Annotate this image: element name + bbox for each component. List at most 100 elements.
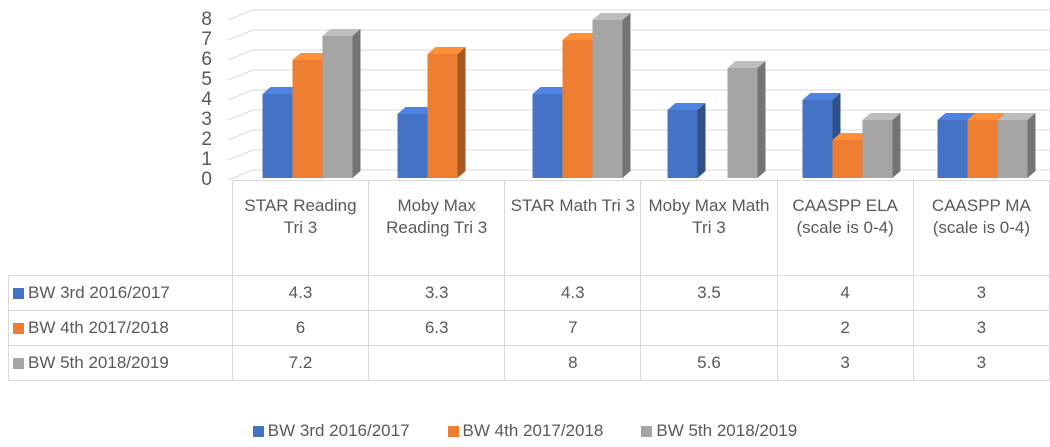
bar-side: [622, 13, 631, 178]
table-value: 3: [912, 310, 1050, 346]
table-value: 6.3: [368, 310, 506, 346]
bar-side: [892, 113, 901, 178]
legend-label: BW 5th 2018/2019: [656, 421, 798, 440]
legend-key: [13, 323, 24, 334]
bar-top: [532, 87, 571, 94]
y-tick-label: 4: [201, 89, 212, 110]
bar: [427, 47, 466, 178]
y-tick-label: 2: [201, 129, 212, 150]
y-tick-label: 6: [201, 49, 212, 70]
series-name: BW 4th 2017/2018: [28, 318, 169, 337]
legend-key: [252, 426, 264, 437]
grid-line: [227, 149, 1050, 161]
bar-front: [997, 120, 1028, 178]
legend: BW 3rd 2016/2017 BW 4th 2017/2018 BW 5th 2…: [0, 421, 1050, 441]
bar-top: [562, 33, 601, 40]
bar-top: [667, 103, 706, 110]
category-label: STAR Math Tri 3: [504, 180, 642, 276]
bar-front: [322, 36, 353, 178]
bar-side: [757, 61, 766, 178]
category-label: Moby Max Math Tri 3: [640, 180, 778, 276]
category-label: Moby Max Reading Tri 3: [368, 180, 506, 276]
grid-line: [227, 89, 1050, 101]
y-tick-label: 1: [201, 149, 212, 170]
bar-front: [292, 60, 323, 178]
table-value: 6: [231, 310, 370, 346]
legend-label: BW 4th 2017/2018: [462, 421, 604, 440]
header-row: STAR Reading Tri 3 Moby Max Reading Tri 3…: [8, 180, 1050, 276]
bar-top: [427, 47, 466, 54]
bar-front: [427, 54, 458, 178]
bar-front: [262, 94, 293, 178]
table-value: 3: [776, 345, 914, 381]
category-label: CAASPP MA (scale is 0-4): [912, 180, 1050, 276]
table-value: 3: [912, 275, 1050, 311]
bar-front: [397, 114, 428, 178]
grid-line: [227, 129, 1050, 141]
data-row: BW 4th 2017/2018 6 6.3 7 2 3: [8, 310, 1050, 346]
grid-line: [227, 109, 1050, 121]
table-value: [640, 310, 778, 346]
table-value: 4.3: [504, 275, 642, 311]
bar: [667, 103, 706, 178]
table-value: 8: [504, 345, 642, 381]
bar-front: [832, 140, 863, 178]
table-value: 7.2: [231, 345, 370, 381]
bar-front: [592, 20, 623, 178]
data-row: BW 5th 2018/2019 7.2 8 5.6 3 3: [8, 345, 1050, 381]
grid-line: [227, 69, 1050, 81]
bar-front: [967, 120, 998, 178]
bar-front: [562, 40, 593, 178]
table-value: 4: [776, 275, 914, 311]
bar: [727, 61, 766, 178]
y-tick-label: 7: [201, 29, 212, 50]
bar-side: [1027, 113, 1036, 178]
bar-top: [967, 113, 1006, 120]
bar-top: [802, 93, 841, 100]
y-tick-label: 3: [201, 109, 212, 130]
bar: [322, 29, 361, 178]
data-row: BW 3rd 2016/2017 4.3 3.3 4.3 3.5 4 3: [8, 275, 1050, 311]
bar-top: [592, 13, 631, 20]
grid-line: [227, 169, 1050, 181]
row-label: BW 4th 2017/2018: [8, 310, 233, 346]
legend-item: BW 4th 2017/2018: [447, 421, 604, 441]
bar-front: [727, 68, 758, 178]
category-label: CAASPP ELA (scale is 0-4): [776, 180, 914, 276]
category-label: STAR Reading Tri 3: [231, 180, 370, 276]
table-value: 7: [504, 310, 642, 346]
table-value: 3: [912, 345, 1050, 381]
legend-key: [447, 426, 459, 437]
bar-top: [937, 113, 976, 120]
table-value: 3.5: [640, 275, 778, 311]
grid-line: [227, 49, 1050, 61]
y-tick-label: 8: [201, 9, 212, 30]
y-tick-label: 5: [201, 69, 212, 90]
grid-line: [227, 29, 1050, 41]
bar: [862, 113, 901, 178]
series-name: BW 3rd 2016/2017: [28, 283, 170, 302]
bar-side: [457, 47, 466, 178]
bar-top: [262, 87, 301, 94]
table-value: 3.3: [368, 275, 506, 311]
table-value: 4.3: [231, 275, 370, 311]
table-value: 2: [776, 310, 914, 346]
legend-key: [641, 426, 653, 437]
bar-front: [862, 120, 893, 178]
legend-item: BW 5th 2018/2019: [641, 421, 797, 441]
bar-top: [862, 113, 901, 120]
table-value: 5.6: [640, 345, 778, 381]
data-table: STAR Reading Tri 3 Moby Max Reading Tri 3…: [8, 180, 1050, 381]
bar-front: [802, 100, 833, 178]
grid-line: [227, 9, 1050, 21]
bar-side: [352, 29, 361, 178]
bar-top: [397, 107, 436, 114]
bar-front: [937, 120, 968, 178]
bar-front: [667, 110, 698, 178]
bar: [592, 13, 631, 178]
row-label: BW 3rd 2016/2017: [8, 275, 233, 311]
bar-side: [697, 103, 706, 178]
bar-front: [532, 94, 563, 178]
